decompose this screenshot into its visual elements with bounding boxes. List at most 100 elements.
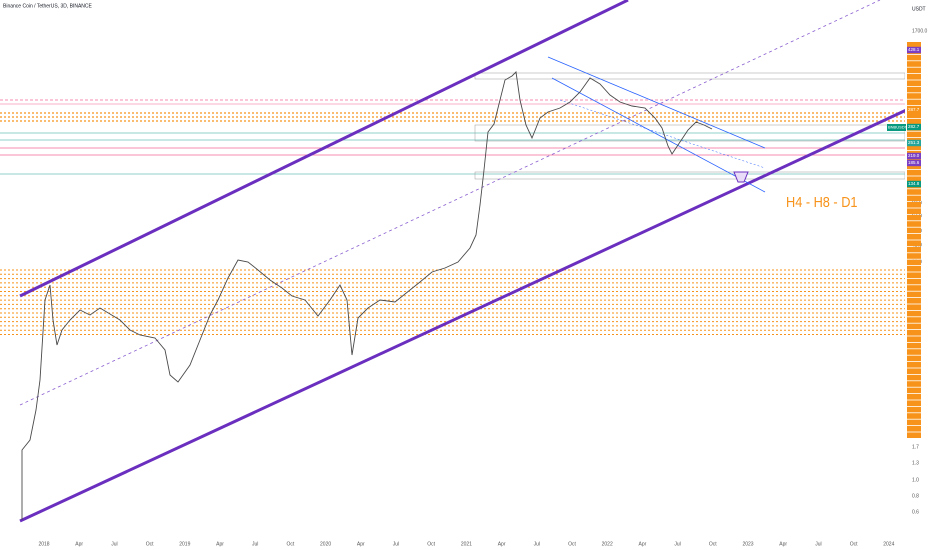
price-tag-text: 282.7 — [908, 124, 920, 129]
level-tag — [907, 381, 921, 387]
time-label: Apr — [639, 541, 647, 547]
level-tag — [907, 214, 921, 221]
time-label: Apr — [779, 541, 787, 547]
price-label: 1700.0 — [912, 28, 928, 34]
level-tag — [907, 253, 921, 259]
level-tag — [907, 195, 921, 202]
level-tag — [907, 74, 921, 80]
price-label: 0.6 — [912, 509, 919, 515]
desc-channel-upper — [547, 56, 766, 149]
level-tag — [907, 163, 921, 170]
symbol-tag-text: BNBUSDT — [888, 125, 908, 130]
level-tag — [907, 234, 921, 240]
time-label: 2021 — [461, 541, 472, 547]
level-tag — [907, 291, 921, 298]
price-tag-text: 428.1 — [908, 47, 920, 52]
level-tag — [907, 112, 921, 118]
desc-channel-lower — [551, 77, 766, 193]
level-tag — [907, 67, 921, 74]
level-tag — [907, 330, 921, 336]
level-tag — [907, 323, 921, 330]
time-label: 2023 — [742, 541, 753, 547]
level-tag — [907, 144, 921, 150]
level-tag — [907, 131, 921, 138]
channel-upper — [19, 0, 629, 298]
time-label: Jul — [674, 541, 680, 547]
level-tag — [907, 394, 921, 400]
level-tag — [907, 272, 921, 278]
level-tag — [907, 266, 921, 272]
price-line — [21, 71, 713, 520]
level-tag — [907, 221, 921, 227]
time-label: Jul — [534, 541, 540, 547]
time-label: Oct — [146, 541, 154, 547]
level-tag — [907, 99, 921, 106]
price-tag — [907, 106, 921, 114]
time-label: Oct — [427, 541, 435, 547]
level-tag — [907, 176, 921, 182]
level-tag — [907, 432, 921, 438]
level-tag — [907, 419, 921, 426]
level-tag — [907, 86, 921, 93]
price-label: 1.7 — [912, 444, 919, 450]
level-tag — [907, 61, 921, 67]
level-tag — [907, 400, 921, 406]
level-tag — [907, 342, 921, 349]
price-tag — [907, 139, 921, 147]
price-tag-text: 287.7 — [908, 107, 920, 112]
level-tag — [907, 355, 921, 362]
level-tag — [907, 93, 921, 99]
unit-label: USDT — [912, 6, 926, 12]
time-label: Apr — [75, 541, 83, 547]
level-tag — [907, 349, 921, 355]
level-tag — [907, 170, 921, 176]
level-tag — [907, 310, 921, 317]
time-label: Apr — [357, 541, 365, 547]
orange-level-band — [0, 269, 905, 335]
channel-lower — [19, 98, 929, 523]
level-tag — [907, 189, 921, 195]
level-tag — [907, 336, 921, 342]
annotation: H4 - H8 - D1 — [786, 193, 858, 210]
time-label: Jul — [393, 541, 399, 547]
level-tag — [907, 54, 921, 61]
time-label: Oct — [568, 541, 576, 547]
time-label: Apr — [216, 541, 224, 547]
price-tag — [907, 152, 921, 160]
time-label: Oct — [709, 541, 717, 547]
time-label: Jul — [252, 541, 258, 547]
level-tag — [907, 202, 921, 208]
time-label: 2019 — [179, 541, 190, 547]
symbol-tag — [887, 124, 906, 131]
level-tag — [907, 240, 921, 246]
time-label: 2022 — [602, 541, 613, 547]
level-tag — [907, 426, 921, 432]
level-tag — [907, 387, 921, 394]
price-tag-text: 251.3 — [908, 140, 920, 145]
time-label: Jul — [111, 541, 117, 547]
level-tag — [907, 42, 921, 48]
time-label: 2018 — [38, 541, 49, 547]
price-tag-text: 185.6 — [908, 160, 920, 165]
price-tag-text: 219.0 — [908, 153, 920, 158]
level-tag — [907, 368, 921, 374]
time-label: Oct — [850, 541, 858, 547]
price-label: 0.8 — [912, 493, 919, 499]
level-tag — [907, 227, 921, 234]
price-tag — [907, 46, 921, 54]
price-tag — [907, 159, 921, 167]
time-label: 2020 — [320, 541, 331, 547]
channel-mid — [19, 0, 881, 406]
level-tag — [907, 298, 921, 304]
level-tag — [907, 80, 921, 86]
level-tag — [907, 278, 921, 285]
price-tag — [907, 180, 921, 188]
level-tag — [907, 208, 921, 214]
price-tag — [907, 123, 921, 131]
level-tag — [907, 317, 921, 323]
level-tag — [907, 285, 921, 291]
price-scale-labels: 1700.083.067.053.043.033.01.71.31.00.80.… — [887, 28, 928, 515]
level-tag — [907, 246, 921, 253]
price-label: 1.0 — [912, 477, 919, 483]
